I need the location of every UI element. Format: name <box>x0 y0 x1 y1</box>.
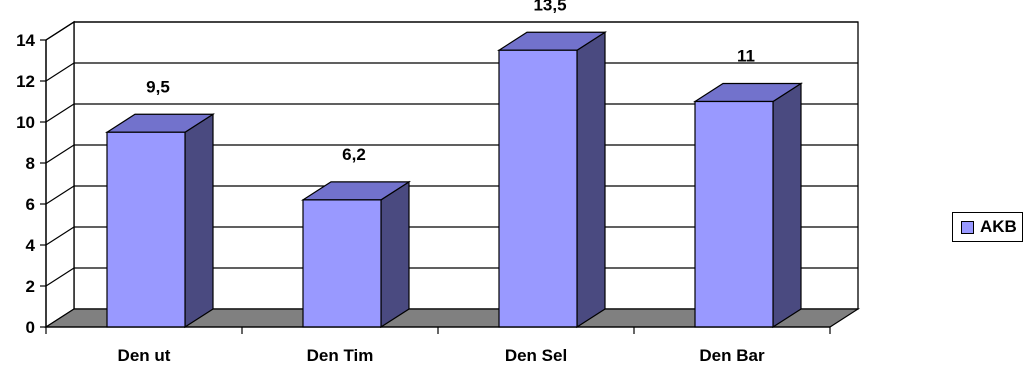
x-tick-label: Den Bar <box>699 346 765 365</box>
gridline-diagonal <box>45 62 75 82</box>
bar-side <box>576 31 606 329</box>
bar-side <box>380 180 410 329</box>
bar-side <box>772 82 802 329</box>
y-tick-label: 14 <box>16 31 35 50</box>
bars <box>104 31 804 329</box>
data-labels: 9,5 6,2 13,5 11 <box>146 0 755 164</box>
bar-den-bar <box>692 82 804 329</box>
legend-swatch-akb <box>961 220 974 234</box>
y-tick-label: 2 <box>26 277 35 296</box>
bar-side <box>184 113 214 329</box>
bar-den-sel <box>496 31 608 329</box>
bar-front <box>498 49 578 328</box>
data-label: 11 <box>737 47 755 66</box>
legend: AKB <box>952 212 1023 242</box>
gridline-diagonal <box>45 144 75 164</box>
gridline-diagonal <box>45 226 75 246</box>
y-axis: 0 2 4 6 8 10 12 14 <box>16 31 47 337</box>
bar-front <box>694 100 774 328</box>
bar-den-tim <box>300 180 412 329</box>
bar-den-ut <box>104 113 216 329</box>
x-tick-label: Den ut <box>118 346 171 365</box>
bar-front <box>106 131 186 328</box>
bar-front <box>302 199 382 328</box>
y-tick-label: 12 <box>16 72 35 91</box>
gridline-diagonal <box>45 267 75 287</box>
y-tick-label: 8 <box>26 154 35 173</box>
data-label: 9,5 <box>146 77 170 96</box>
side-wall-panel <box>45 20 75 329</box>
x-tick-label: Den Sel <box>505 346 567 365</box>
y-tick-label: 6 <box>26 195 35 214</box>
y-tick-label: 4 <box>26 236 36 255</box>
gridline-diagonal <box>45 185 75 205</box>
data-label: 6,2 <box>342 145 366 164</box>
gridline-diagonal <box>45 103 75 123</box>
y-tick-label: 10 <box>16 113 35 132</box>
y-tick-label: 0 <box>26 318 35 337</box>
legend-label-akb: AKB <box>980 217 1017 236</box>
x-axis: Den ut Den Tim Den Sel Den Bar <box>45 326 831 365</box>
x-tick-label: Den Tim <box>307 346 374 365</box>
data-label: 13,5 <box>533 0 566 14</box>
gridline-diagonal <box>45 21 75 41</box>
